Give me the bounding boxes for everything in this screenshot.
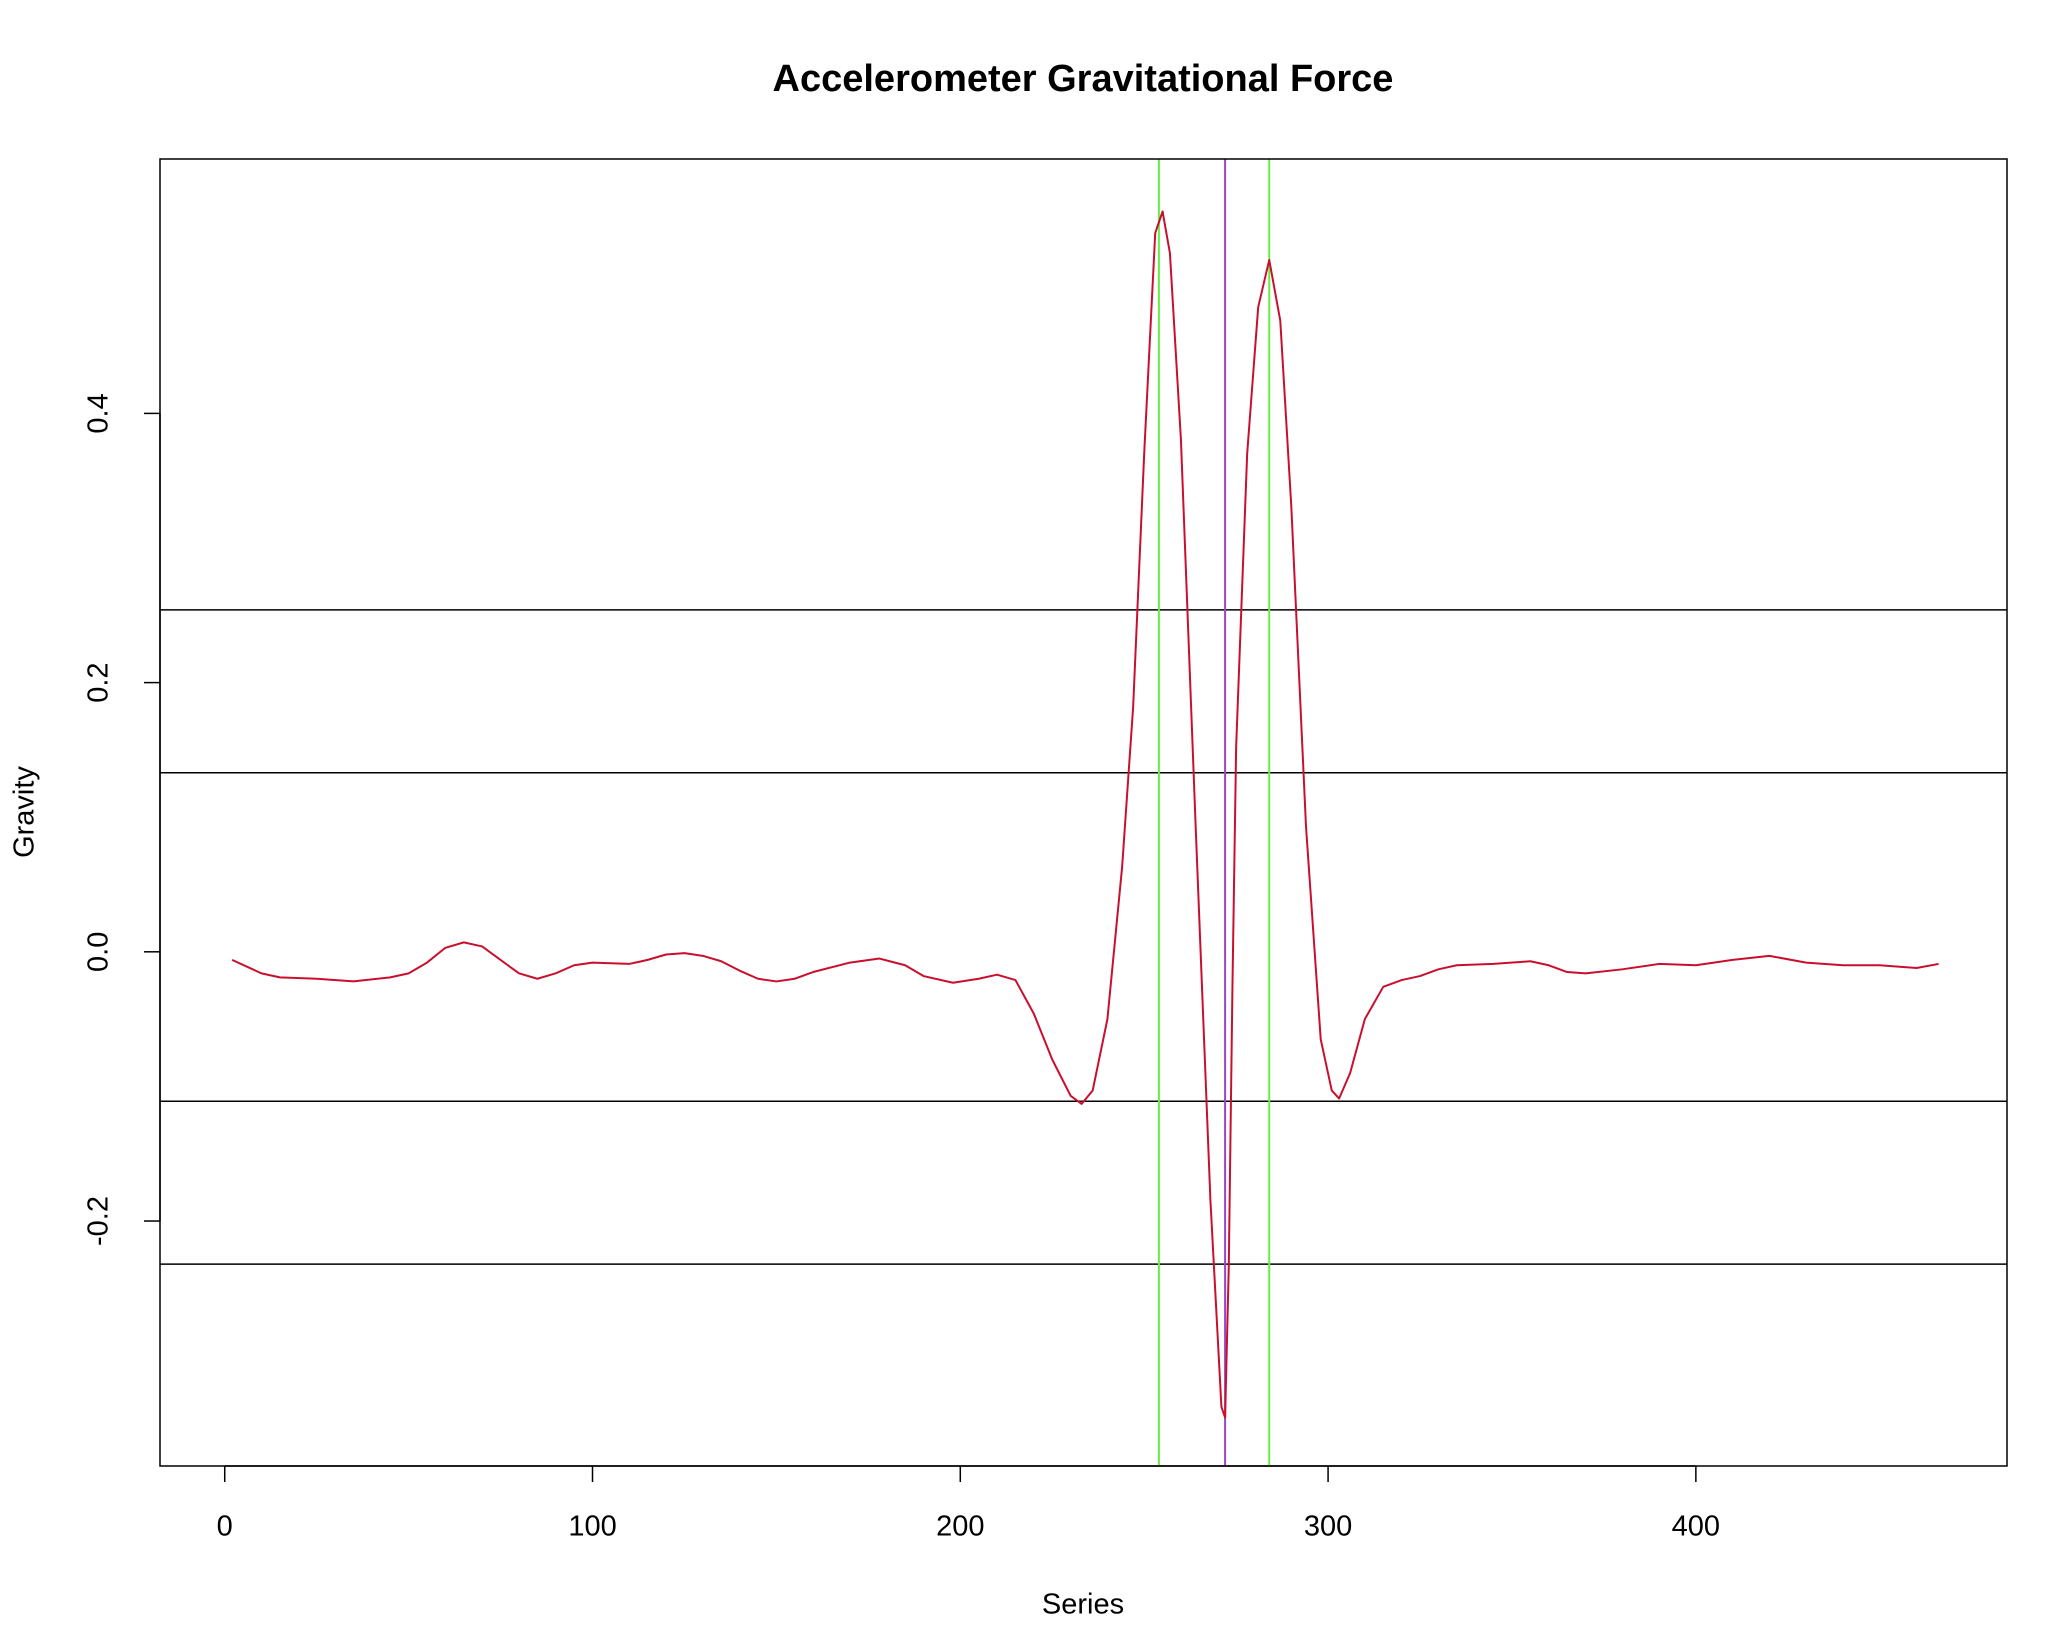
y-tick-label: 0.2 <box>83 662 115 702</box>
x-tick-label: 400 <box>1672 1511 1720 1543</box>
y-tick-label: -0.2 <box>83 1196 115 1246</box>
data-line <box>231 210 1939 1419</box>
x-tick-label: 300 <box>1304 1511 1352 1543</box>
chart-title: Accelerometer Gravitational Force <box>773 58 1394 100</box>
x-tick-label: 100 <box>568 1511 616 1543</box>
x-tick-label: 0 <box>217 1511 233 1543</box>
x-axis-label: Series <box>1042 1589 1124 1621</box>
y-tick-label: 0.0 <box>83 932 115 972</box>
y-tick-label: 0.4 <box>83 393 115 433</box>
plot-frame <box>159 158 2008 1467</box>
x-tick-label: 200 <box>936 1511 984 1543</box>
y-axis-label: Gravity <box>9 766 41 858</box>
